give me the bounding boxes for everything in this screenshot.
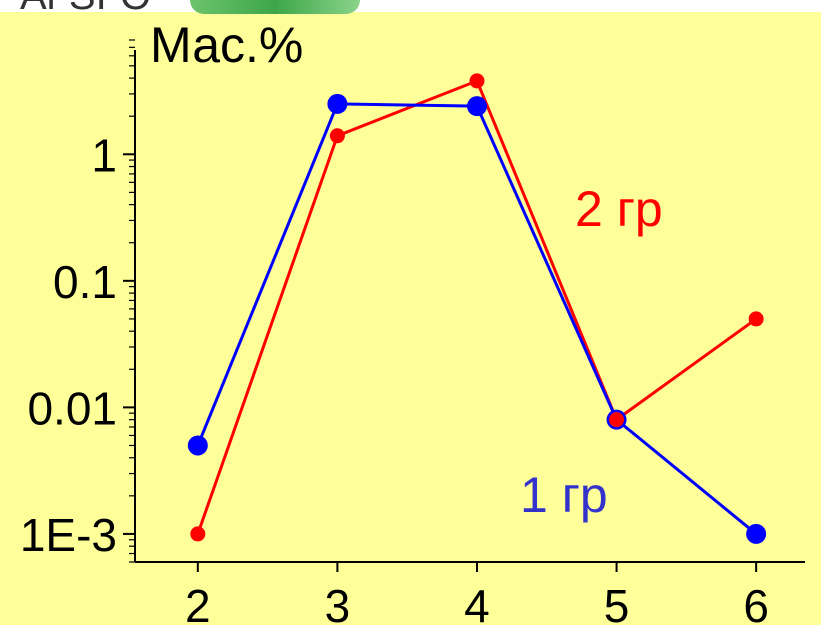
series-2-point: [609, 412, 624, 427]
y-tick-label: 0.01: [27, 382, 117, 434]
y-tick-label: 1E-3: [20, 509, 117, 561]
series-1-point: [467, 96, 487, 116]
series-1-point: [327, 94, 347, 114]
series-2-label: 2 гр: [575, 181, 663, 237]
series-2-point: [330, 128, 345, 143]
y-tick-label: 1: [91, 129, 117, 181]
x-tick-label: 2: [185, 580, 211, 625]
series-1-point: [188, 435, 208, 455]
x-tick-label: 5: [604, 580, 630, 625]
series-1-label: 1 гр: [520, 467, 608, 523]
series-2-point: [190, 526, 205, 541]
series-1-point: [746, 524, 766, 544]
series-2-point: [749, 311, 764, 326]
x-tick-label: 3: [325, 580, 351, 625]
x-tick-label: 6: [743, 580, 769, 625]
series-line-1: [198, 104, 756, 534]
x-tick-label: 4: [464, 580, 490, 625]
series-2-point: [469, 73, 484, 88]
series: [188, 73, 766, 544]
y-axis-label: Мас.%: [150, 17, 303, 73]
ticks: 2 3 4 5 6 1E-3 0.01 0.1 1: [20, 40, 769, 625]
y-tick-label: 0.1: [53, 256, 117, 308]
axes: [135, 50, 805, 562]
